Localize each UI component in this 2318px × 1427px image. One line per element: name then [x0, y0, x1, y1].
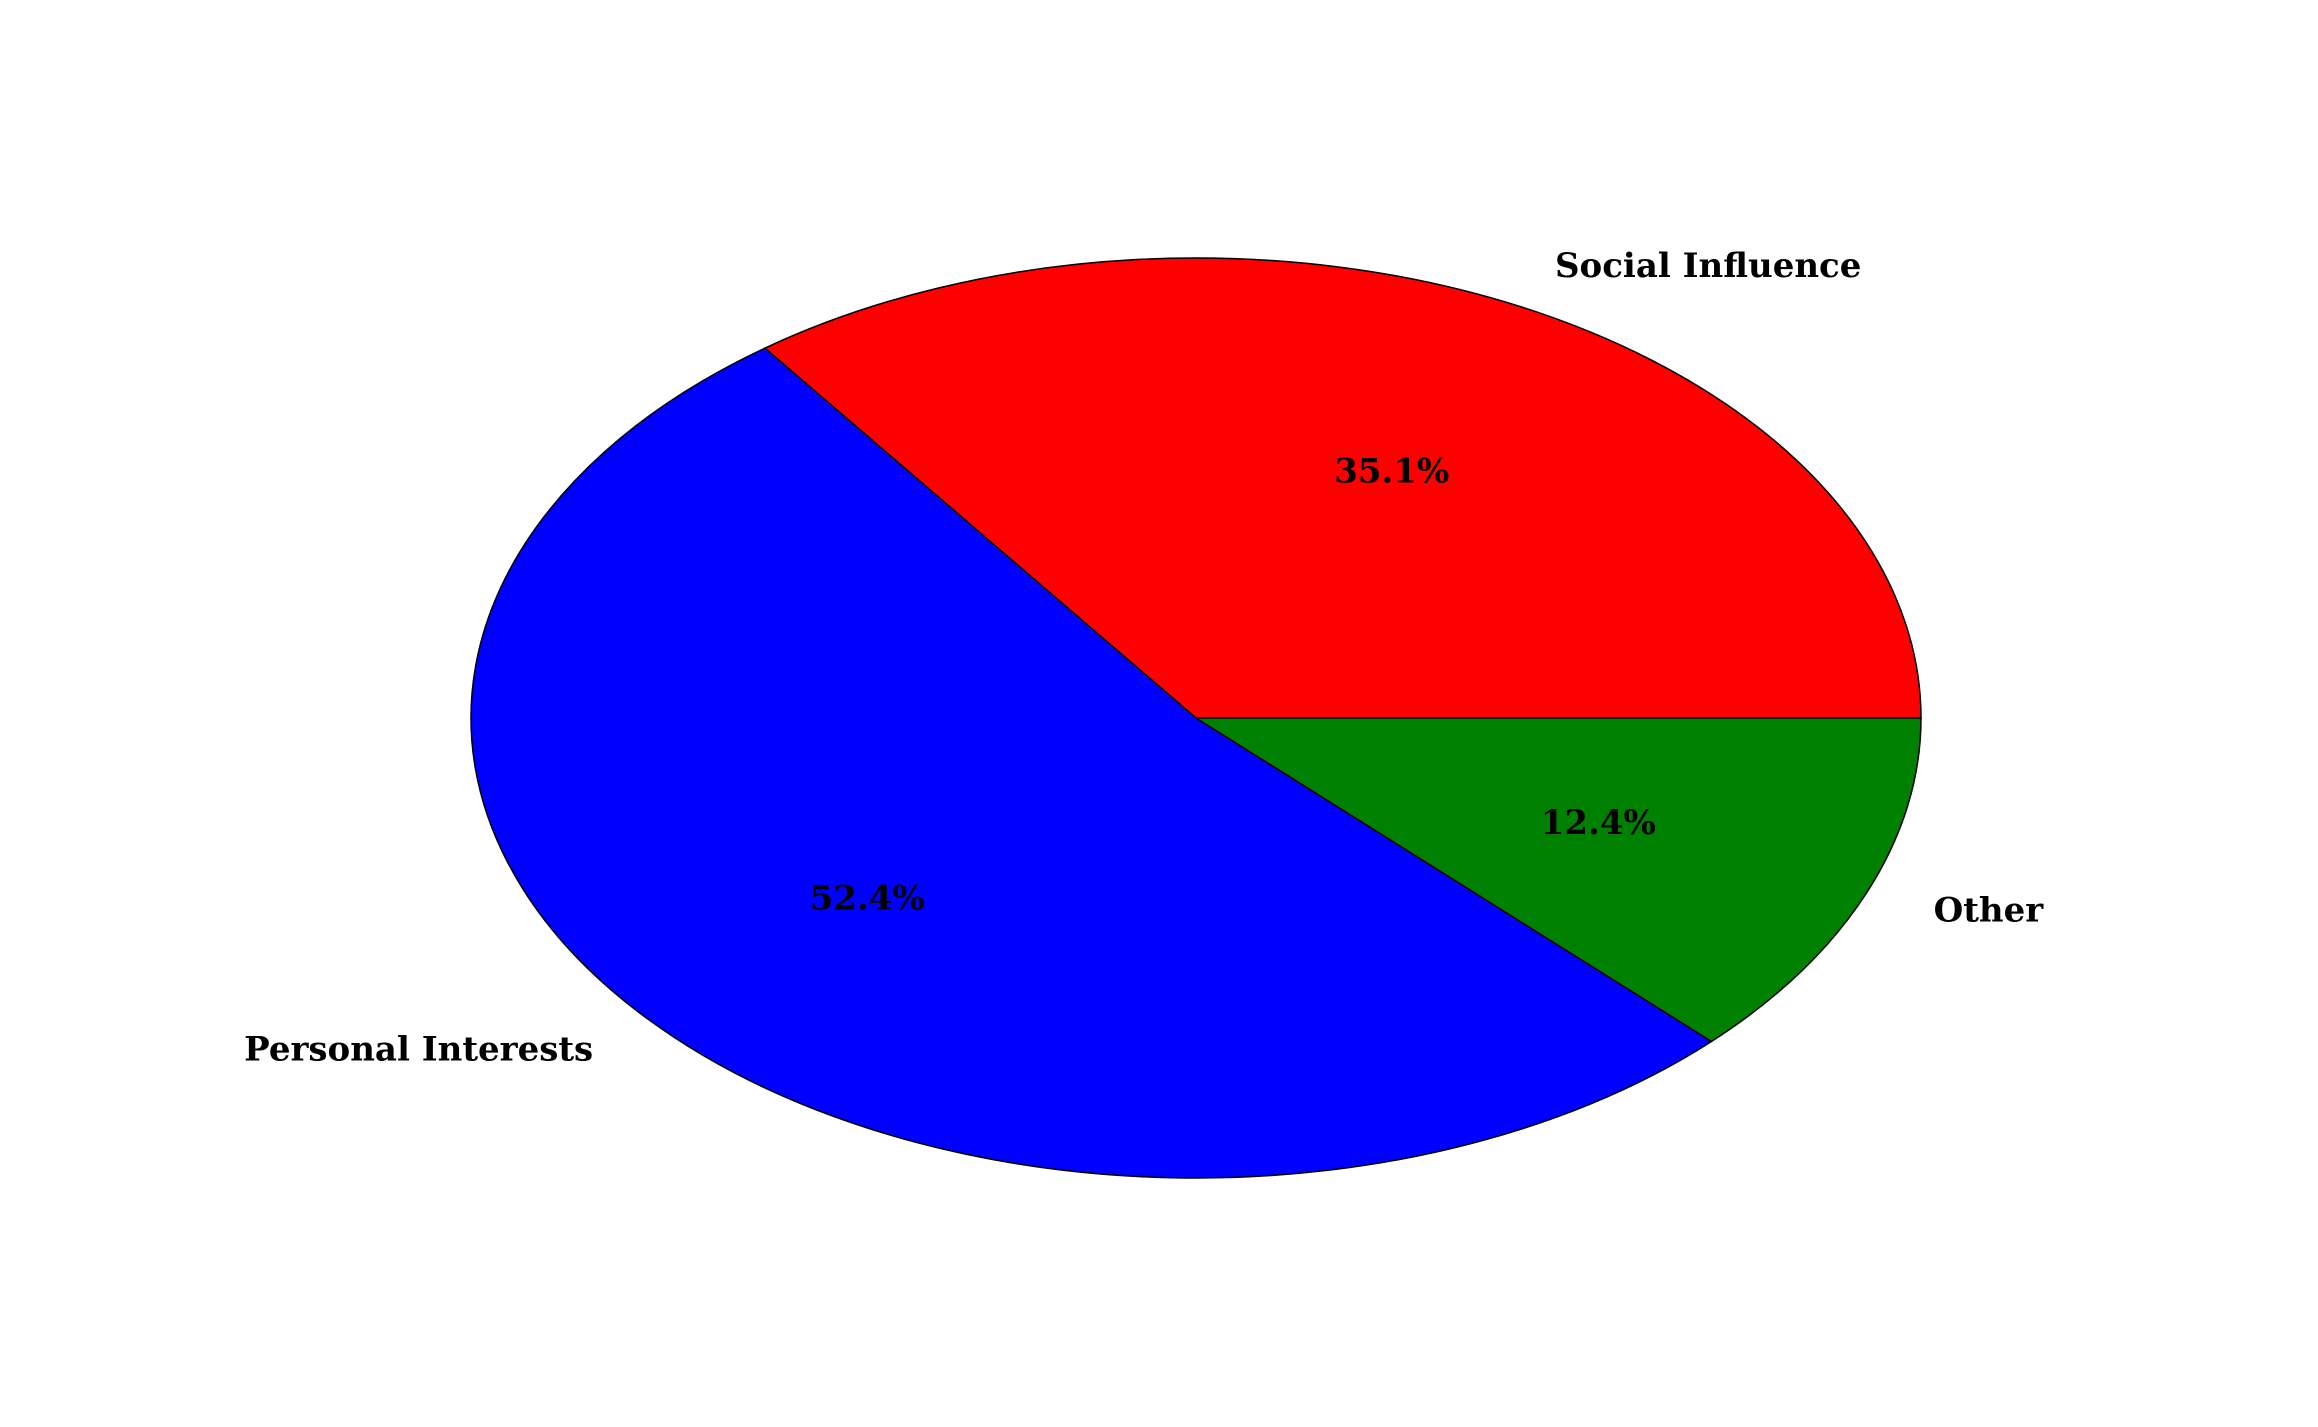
pie-slice-personal-interests — [470, 347, 1713, 1179]
pie-slice-other — [1193, 717, 1922, 1043]
pie-pct-label-other: 12.4% — [1541, 803, 1656, 843]
pie-labels: 35.1% Social Influence 52.4% Personal Inter… — [244, 246, 2044, 1069]
pie-pct-label-social-influence: 35.1% — [1334, 452, 1449, 492]
pie-slice-social-influence — [763, 257, 1922, 719]
pie-slices — [470, 257, 1922, 1179]
pie-pct-label-personal-interests: 52.4% — [810, 879, 925, 919]
pie-category-label-personal-interests: Personal Interests — [244, 1029, 593, 1069]
pie-category-label-other: Other — [1934, 890, 2045, 930]
pie-category-label-social-influence: Social Influence — [1555, 246, 1861, 286]
